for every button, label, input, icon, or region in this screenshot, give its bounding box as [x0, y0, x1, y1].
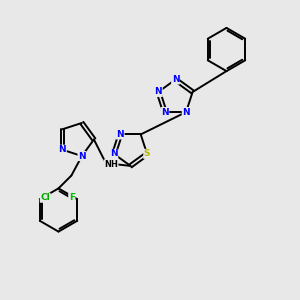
Text: N: N: [154, 87, 162, 96]
Text: N: N: [182, 108, 190, 117]
Text: N: N: [172, 75, 179, 84]
Text: N: N: [78, 152, 86, 160]
Text: N: N: [116, 130, 124, 139]
Text: F: F: [69, 193, 75, 202]
Text: NH: NH: [104, 160, 118, 169]
Text: N: N: [161, 108, 169, 117]
Text: Cl: Cl: [40, 193, 50, 202]
Text: N: N: [110, 149, 118, 158]
Text: N: N: [58, 145, 66, 154]
Text: S: S: [144, 149, 150, 158]
